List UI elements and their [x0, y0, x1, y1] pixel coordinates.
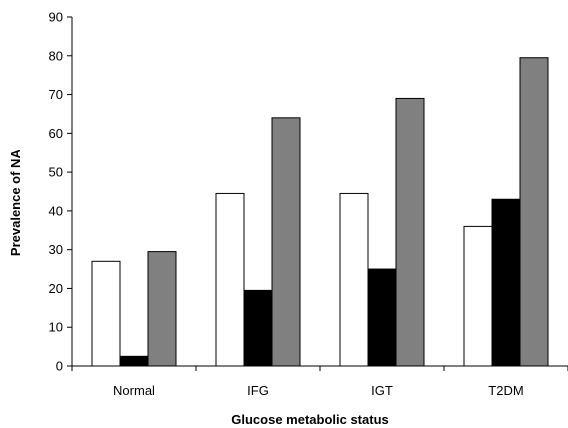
y-tick-label: 10	[49, 320, 63, 335]
bar-series-2	[119, 355, 149, 367]
y-tick-label: 90	[49, 10, 63, 25]
x-category-label: T2DM	[488, 383, 523, 398]
y-tick-label: 0	[56, 359, 63, 374]
y-axis-ticks: 0 10 20 30 40 50 60 70 80 90	[49, 10, 72, 374]
bar-series-2	[243, 289, 273, 367]
bar-series-2	[367, 268, 397, 367]
bar-series-3	[395, 97, 425, 367]
bar-series-2	[491, 198, 521, 367]
bar-series-3	[519, 57, 549, 367]
y-tick-label: 30	[49, 242, 63, 257]
y-tick-label: 20	[49, 281, 63, 296]
bar-series-1	[91, 260, 121, 367]
x-category-label: Normal	[113, 383, 155, 398]
bar-series-1	[463, 225, 493, 367]
bar-series-1	[215, 192, 245, 367]
y-tick-label: 70	[49, 87, 63, 102]
x-axis-ticks: Normal IFG IGT T2DM	[71, 366, 568, 398]
y-tick-label: 40	[49, 203, 63, 218]
y-tick-label: 80	[49, 48, 63, 63]
y-tick-label: 60	[49, 126, 63, 141]
bar-series-3	[271, 117, 301, 367]
bar-series-3	[147, 251, 177, 367]
x-category-label: IFG	[247, 383, 269, 398]
y-tick-label: 50	[49, 165, 63, 180]
x-axis-title: Glucose metabolic status	[231, 412, 389, 427]
bar-series-1	[339, 192, 369, 367]
x-category-label: IGT	[371, 383, 393, 398]
bars-group	[91, 57, 549, 367]
y-axis-title: Prevalence of NAFLD	[8, 124, 23, 256]
